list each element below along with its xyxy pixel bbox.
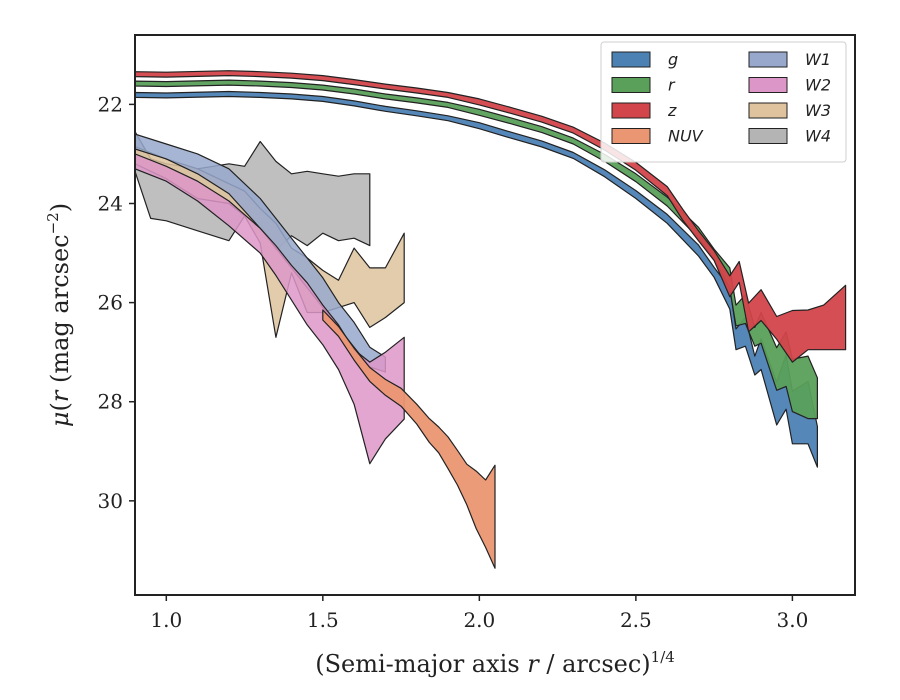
plot-frame bbox=[134, 34, 856, 596]
y-axis-label-paren: ( bbox=[46, 402, 74, 411]
series-area-g bbox=[135, 90, 818, 468]
x-tick-label: 3.0 bbox=[776, 608, 808, 632]
x-axis-label-rest: / arcsec) bbox=[539, 650, 651, 678]
series-area-w2 bbox=[135, 153, 405, 465]
x-axis-ticks: 1.0 1.5 2.0 2.5 3.0 bbox=[150, 595, 808, 632]
y-axis-label-unit: (mag arcsec bbox=[46, 234, 74, 390]
legend-label-g: g bbox=[668, 50, 678, 69]
legend-swatch-w3 bbox=[748, 102, 788, 119]
x-tick-label: 1.5 bbox=[307, 608, 339, 632]
y-tick-label: 26 bbox=[98, 291, 123, 315]
y-tick-label: 24 bbox=[98, 191, 123, 215]
x-tick-label: 1.0 bbox=[150, 608, 182, 632]
x-axis-label: (Semi-major axis r / arcsec)1/4 bbox=[315, 648, 675, 678]
legend-label-w2: W2 bbox=[805, 76, 831, 95]
legend-label-z: z bbox=[667, 101, 677, 120]
y-axis-label-mu: μ bbox=[46, 411, 74, 427]
legend-swatch-w1 bbox=[748, 51, 788, 68]
x-axis-label-italic: r bbox=[527, 650, 540, 678]
legend: grz NUV W1 W2 W3 W4 bbox=[600, 41, 847, 163]
y-axis-label-r: r bbox=[46, 389, 74, 402]
legend-label-w4: W4 bbox=[805, 127, 831, 146]
x-axis-label-open: ( bbox=[315, 650, 324, 678]
legend-swatch-w2 bbox=[748, 77, 788, 93]
y-tick-label: 28 bbox=[98, 390, 123, 414]
y-axis-ticks: 22 24 26 28 30 bbox=[98, 92, 135, 513]
y-axis-label-close: ) bbox=[46, 203, 74, 212]
y-tick-label: 30 bbox=[98, 489, 123, 513]
legend-swatch-nuv bbox=[611, 128, 651, 144]
x-axis-label-text: Semi-major axis bbox=[325, 650, 528, 678]
legend-swatch-r bbox=[611, 77, 651, 93]
legend-label-nuv: NUV bbox=[668, 127, 704, 146]
legend-swatch-g bbox=[611, 51, 651, 68]
x-tick-label: 2.5 bbox=[620, 608, 652, 632]
y-tick-label: 22 bbox=[98, 92, 123, 116]
y-axis-label: μ(r (mag arcsec−2) bbox=[44, 203, 74, 427]
legend-swatch-w4 bbox=[748, 128, 788, 144]
series-areas bbox=[135, 70, 847, 569]
y-axis-label-exponent: −2 bbox=[44, 212, 62, 234]
legend-swatch-z bbox=[611, 102, 651, 119]
legend-label-w1: W1 bbox=[805, 50, 831, 69]
series-area-nuv bbox=[322, 309, 496, 569]
x-axis-label-exponent: 1/4 bbox=[651, 648, 675, 666]
series-area-r bbox=[135, 79, 818, 420]
x-tick-label: 2.0 bbox=[463, 608, 495, 632]
legend-label-w3: W3 bbox=[805, 101, 831, 120]
series-area-z bbox=[135, 70, 847, 363]
legend-label-r: r bbox=[668, 76, 676, 95]
